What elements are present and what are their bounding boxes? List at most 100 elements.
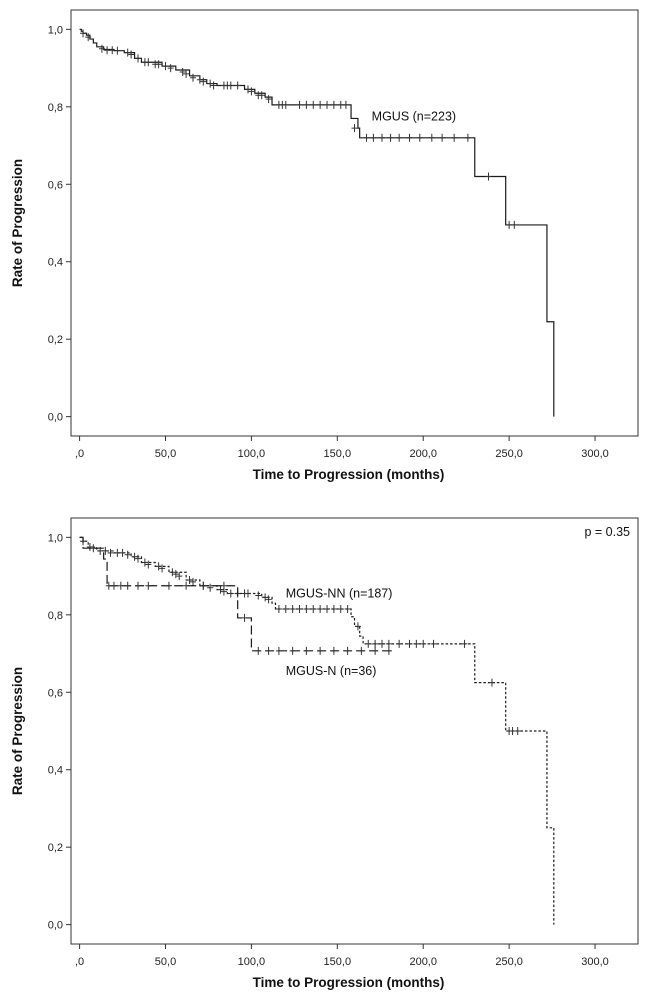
x-tick-label: 50,0 (155, 956, 176, 968)
censor-mark (296, 605, 303, 614)
x-tick-label: 300,0 (581, 448, 609, 460)
series-1: MGUS-N (n=36) (79, 536, 393, 678)
censor-mark (344, 605, 351, 614)
x-axis-title: Time to Progression (months) (253, 467, 445, 482)
x-tick-label: 150,0 (324, 448, 352, 460)
censor-mark (378, 639, 385, 648)
censor-mark (241, 613, 248, 622)
censor-mark (289, 605, 296, 614)
p-value-annotation: p = 0.35 (584, 525, 630, 539)
censor-mark (172, 570, 179, 579)
censor-mark (258, 91, 265, 100)
censor-mark (342, 100, 349, 109)
censor-mark (303, 100, 310, 109)
censor-mark (416, 133, 423, 142)
censor-mark (317, 100, 324, 109)
chart-bottom: 0,0 0,2 0,4 0,6 0,8 1,0 ,0 50,0 100,0 150,0 200,0 2… (10, 517, 639, 990)
censor-mark (90, 544, 97, 553)
series-label: MGUS-NN (n=187) (286, 586, 393, 600)
censor-mark (365, 639, 372, 648)
censor-mark (109, 46, 116, 55)
censor-mark (265, 95, 272, 104)
censor-mark (159, 564, 166, 573)
y-tick-label: 0,0 (48, 412, 63, 424)
censor-mark (183, 581, 190, 590)
censor-mark (145, 560, 152, 569)
censor-mark (372, 639, 379, 648)
censor-mark (227, 589, 234, 598)
survival-curve (79, 536, 555, 925)
chart-panel-top: 0,0 0,2 0,4 0,6 0,8 1,0 ,0 50,0 100,0 150,0 200,0 2… (0, 0, 650, 492)
censor-mark (303, 646, 310, 655)
x-tick-label: ,0 (75, 956, 84, 968)
censor-mark (514, 727, 521, 735)
censor-mark (200, 77, 207, 86)
censor-mark (430, 639, 437, 648)
censor-mark (176, 572, 183, 581)
censor-mark (330, 646, 337, 655)
censor-mark (135, 581, 142, 590)
censor-mark (385, 646, 392, 655)
series-0: MGUS-NN (n=187) (79, 536, 555, 925)
censor-mark (506, 220, 513, 229)
censor-mark (310, 605, 317, 614)
censor-mark (344, 646, 351, 655)
censor-mark (102, 546, 109, 555)
censor-mark (303, 605, 310, 614)
censor-mark (162, 62, 169, 71)
censor-mark (189, 577, 196, 586)
censor-mark (207, 79, 214, 88)
censor-mark (420, 639, 427, 648)
y-tick-label: 0,8 (48, 610, 63, 622)
x-tick-label: 200,0 (409, 956, 437, 968)
series-label: MGUS (n=223) (372, 109, 456, 123)
censor-mark (244, 589, 251, 598)
censor-mark (131, 552, 138, 561)
censor-mark (234, 81, 241, 90)
censor-mark (80, 29, 87, 38)
y-tick-label: 1,0 (48, 532, 63, 544)
y-tick-label: 0,6 (48, 687, 63, 699)
censor-mark (275, 605, 282, 614)
censor-mark (363, 133, 370, 142)
plot-frame (70, 9, 639, 437)
survival-curve (79, 28, 555, 417)
x-tick-label: 100,0 (238, 956, 266, 968)
x-tick-label: 250,0 (495, 956, 523, 968)
y-tick-label: 0,2 (48, 334, 63, 346)
censor-mark (107, 548, 114, 557)
censor-mark (155, 60, 162, 69)
censor-mark (200, 581, 207, 590)
x-tick-label: 50,0 (155, 448, 176, 460)
censor-mark (461, 639, 468, 648)
censor-mark (210, 81, 217, 90)
x-tick-label: 250,0 (495, 448, 523, 460)
censor-mark (217, 585, 224, 594)
censor-mark (189, 73, 196, 82)
censor-mark (179, 67, 186, 76)
x-tick-label: 200,0 (409, 448, 437, 460)
censor-mark (186, 575, 193, 584)
x-tick-label: ,0 (75, 448, 84, 460)
censor-mark (165, 581, 172, 590)
censor-mark (169, 568, 176, 577)
censor-mark (282, 100, 289, 109)
censor-mark (385, 639, 392, 648)
censor-mark (488, 678, 495, 687)
censor-mark (511, 220, 518, 229)
censor-mark (428, 133, 435, 142)
censor-mark (464, 133, 471, 142)
censor-mark (485, 172, 492, 181)
y-tick-label: 0,2 (48, 842, 63, 854)
censor-mark (244, 85, 251, 94)
censor-mark (248, 87, 255, 96)
censor-mark (124, 581, 131, 590)
censor-mark (114, 548, 121, 557)
censor-mark (265, 646, 272, 655)
censor-mark (105, 581, 112, 590)
censor-mark (85, 33, 92, 42)
censor-mark (135, 54, 142, 63)
y-axis-title: Rate of Progression (10, 667, 25, 795)
censor-mark (104, 46, 111, 55)
censor-mark (372, 646, 379, 655)
